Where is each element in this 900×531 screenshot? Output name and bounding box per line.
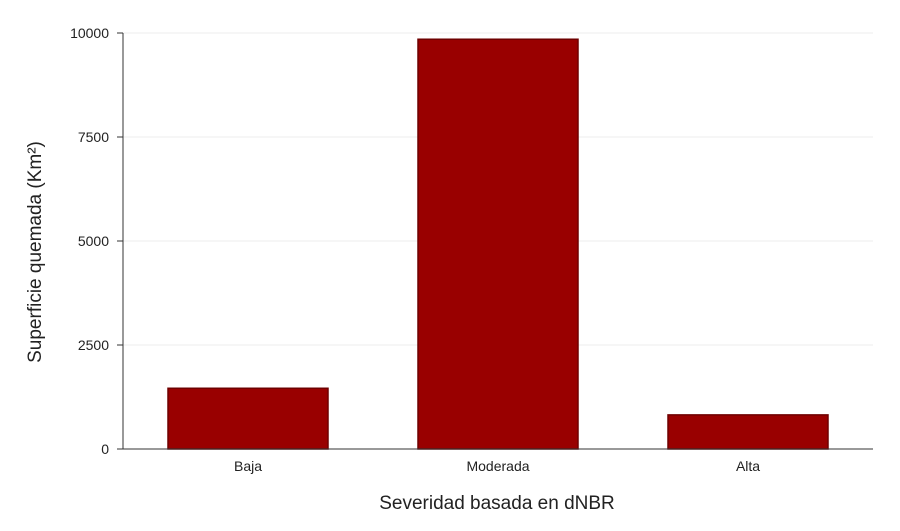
y-tick-label: 10000 <box>70 25 109 41</box>
x-tick-label: Alta <box>736 458 760 474</box>
y-tick-label: 0 <box>101 441 109 457</box>
axes <box>117 32 873 450</box>
y-axis-title: Superficie quemada (Km²) <box>25 141 46 363</box>
y-tick-label: 2500 <box>78 337 109 353</box>
x-axis-title: Severidad basada en dNBR <box>379 493 615 514</box>
bar-moderada <box>417 38 579 450</box>
x-tick-label: Moderada <box>466 458 529 474</box>
bar-baja <box>167 387 329 450</box>
bars <box>167 38 829 450</box>
y-tick-label: 5000 <box>78 233 109 249</box>
bar-alta <box>667 414 829 450</box>
x-tick-label: Baja <box>234 458 262 474</box>
y-tick-label: 7500 <box>78 129 109 145</box>
tick-labels: 0 2500 5000 7500 10000 Baja Moderada Alta <box>70 25 760 474</box>
